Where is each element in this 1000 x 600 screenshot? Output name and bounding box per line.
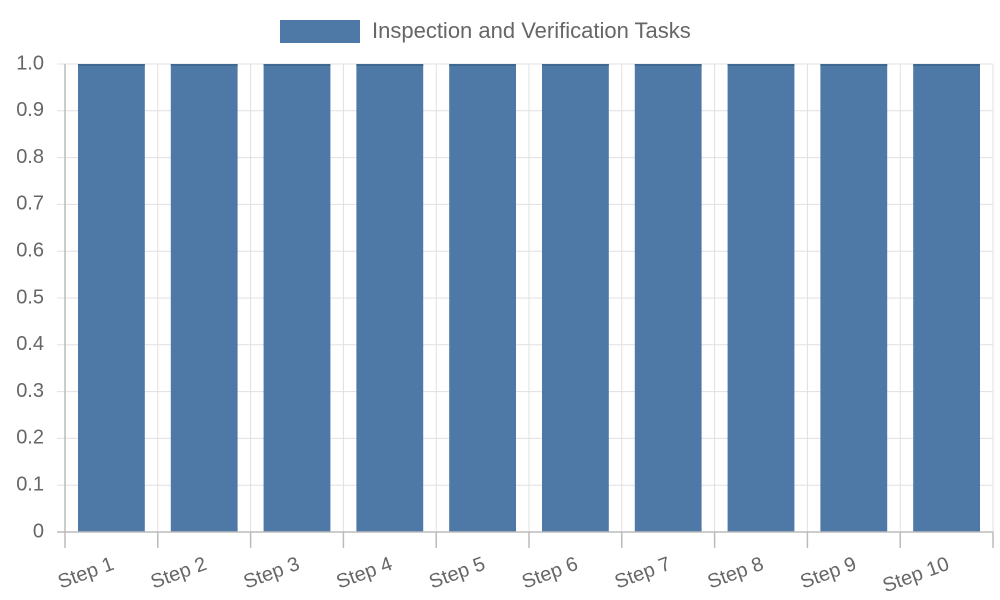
y-tick-label: 0.2: [16, 427, 44, 449]
x-tick-label: Step 10: [880, 553, 952, 597]
legend-label[interactable]: Inspection and Verification Tasks: [372, 18, 691, 43]
bar: [820, 64, 888, 532]
y-tick-label: 0.8: [16, 146, 44, 168]
legend-swatch[interactable]: [280, 20, 360, 43]
x-tick-label: Step 9: [797, 553, 859, 593]
x-tick-label: Step 1: [55, 553, 117, 593]
y-tick-label: 0.5: [16, 286, 44, 308]
x-tick-label: Step 7: [612, 553, 674, 593]
y-tick-label: 0.4: [16, 333, 44, 355]
x-tick-label: Step 8: [705, 553, 767, 593]
y-tick-label: 0: [33, 520, 44, 542]
bar: [449, 64, 517, 532]
bar: [356, 64, 424, 532]
x-tick-label: Step 3: [241, 553, 303, 593]
y-tick-label: 0.7: [16, 193, 44, 215]
x-tick-label: Step 6: [519, 553, 581, 593]
bar: [913, 64, 981, 532]
y-tick-label: 1.0: [16, 52, 44, 74]
y-tick-label: 0.9: [16, 99, 44, 121]
y-tick-label: 0.3: [16, 380, 44, 402]
bar: [170, 64, 238, 532]
y-tick-label: 0.6: [16, 239, 44, 261]
bar: [263, 64, 331, 532]
x-tick-label: Step 5: [426, 553, 488, 593]
bar: [541, 64, 609, 532]
y-tick-label: 0.1: [16, 473, 44, 495]
bar: [77, 64, 145, 532]
x-tick-label: Step 2: [148, 553, 210, 593]
x-tick-label: Step 4: [333, 553, 395, 593]
bar: [727, 64, 795, 532]
bar: [634, 64, 702, 532]
